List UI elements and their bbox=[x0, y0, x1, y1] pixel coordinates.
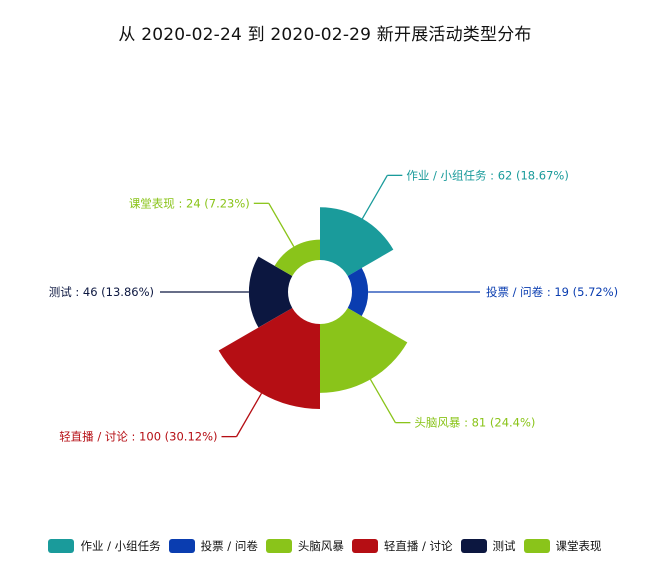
legend-swatch bbox=[351, 539, 378, 553]
rose-slice-2[interactable] bbox=[320, 308, 408, 393]
legend-label: 轻直播 / 讨论 bbox=[383, 539, 453, 553]
legend-label: 投票 / 问卷 bbox=[200, 539, 258, 553]
slice-label-3: 轻直播 / 讨论 : 100 (30.12%) bbox=[59, 430, 217, 444]
legend-item-3[interactable]: 轻直播 / 讨论 bbox=[351, 538, 453, 554]
rose-slice-4[interactable] bbox=[248, 256, 293, 328]
legend-swatch bbox=[523, 539, 550, 553]
legend-swatch bbox=[168, 539, 195, 553]
legend-item-1[interactable]: 投票 / 问卷 bbox=[168, 538, 258, 554]
legend-label: 作业 / 小组任务 bbox=[80, 539, 161, 553]
rose-slice-5[interactable] bbox=[274, 239, 320, 276]
slice-label-4: 测试 : 46 (13.86%) bbox=[49, 285, 154, 299]
legend-item-4[interactable]: 测试 bbox=[460, 538, 516, 554]
legend-item-2[interactable]: 头脑风暴 bbox=[265, 538, 344, 554]
slice-label-5: 课堂表现 : 24 (7.23%) bbox=[129, 196, 250, 210]
legend: 作业 / 小组任务 投票 / 问卷 头脑风暴 轻直播 / 讨论 测试 课堂表现 bbox=[0, 534, 650, 558]
leader-line-2 bbox=[369, 379, 396, 423]
slice-labels: 作业 / 小组任务 : 62 (18.67%) 投票 / 问卷 : 19 (5.7… bbox=[49, 168, 618, 443]
legend-label: 测试 bbox=[492, 539, 516, 553]
legend-item-0[interactable]: 作业 / 小组任务 bbox=[48, 538, 161, 554]
leader-line-3 bbox=[235, 392, 263, 437]
slice-label-0: 作业 / 小组任务 : 62 (18.67%) bbox=[406, 168, 568, 182]
chart-title: 从 2020-02-24 到 2020-02-29 新开展活动类型分布 bbox=[118, 25, 532, 45]
legend-swatch bbox=[48, 539, 75, 553]
rose-slice-0[interactable] bbox=[320, 207, 394, 276]
slice-label-1: 投票 / 问卷 : 19 (5.72%) bbox=[486, 285, 618, 299]
legend-swatch bbox=[265, 539, 292, 553]
legend-label: 课堂表现 bbox=[555, 539, 602, 553]
legend-label: 头脑风暴 bbox=[297, 539, 344, 553]
slice-label-2: 头脑风暴 : 81 (24.4%) bbox=[414, 416, 535, 430]
rose-slice-1[interactable] bbox=[347, 267, 369, 317]
leader-line-5 bbox=[268, 202, 295, 247]
legend-swatch bbox=[460, 539, 487, 553]
rose-slice-3[interactable] bbox=[218, 308, 320, 409]
leader-line-0 bbox=[361, 175, 388, 219]
legend-item-5[interactable]: 课堂表现 bbox=[523, 538, 602, 554]
